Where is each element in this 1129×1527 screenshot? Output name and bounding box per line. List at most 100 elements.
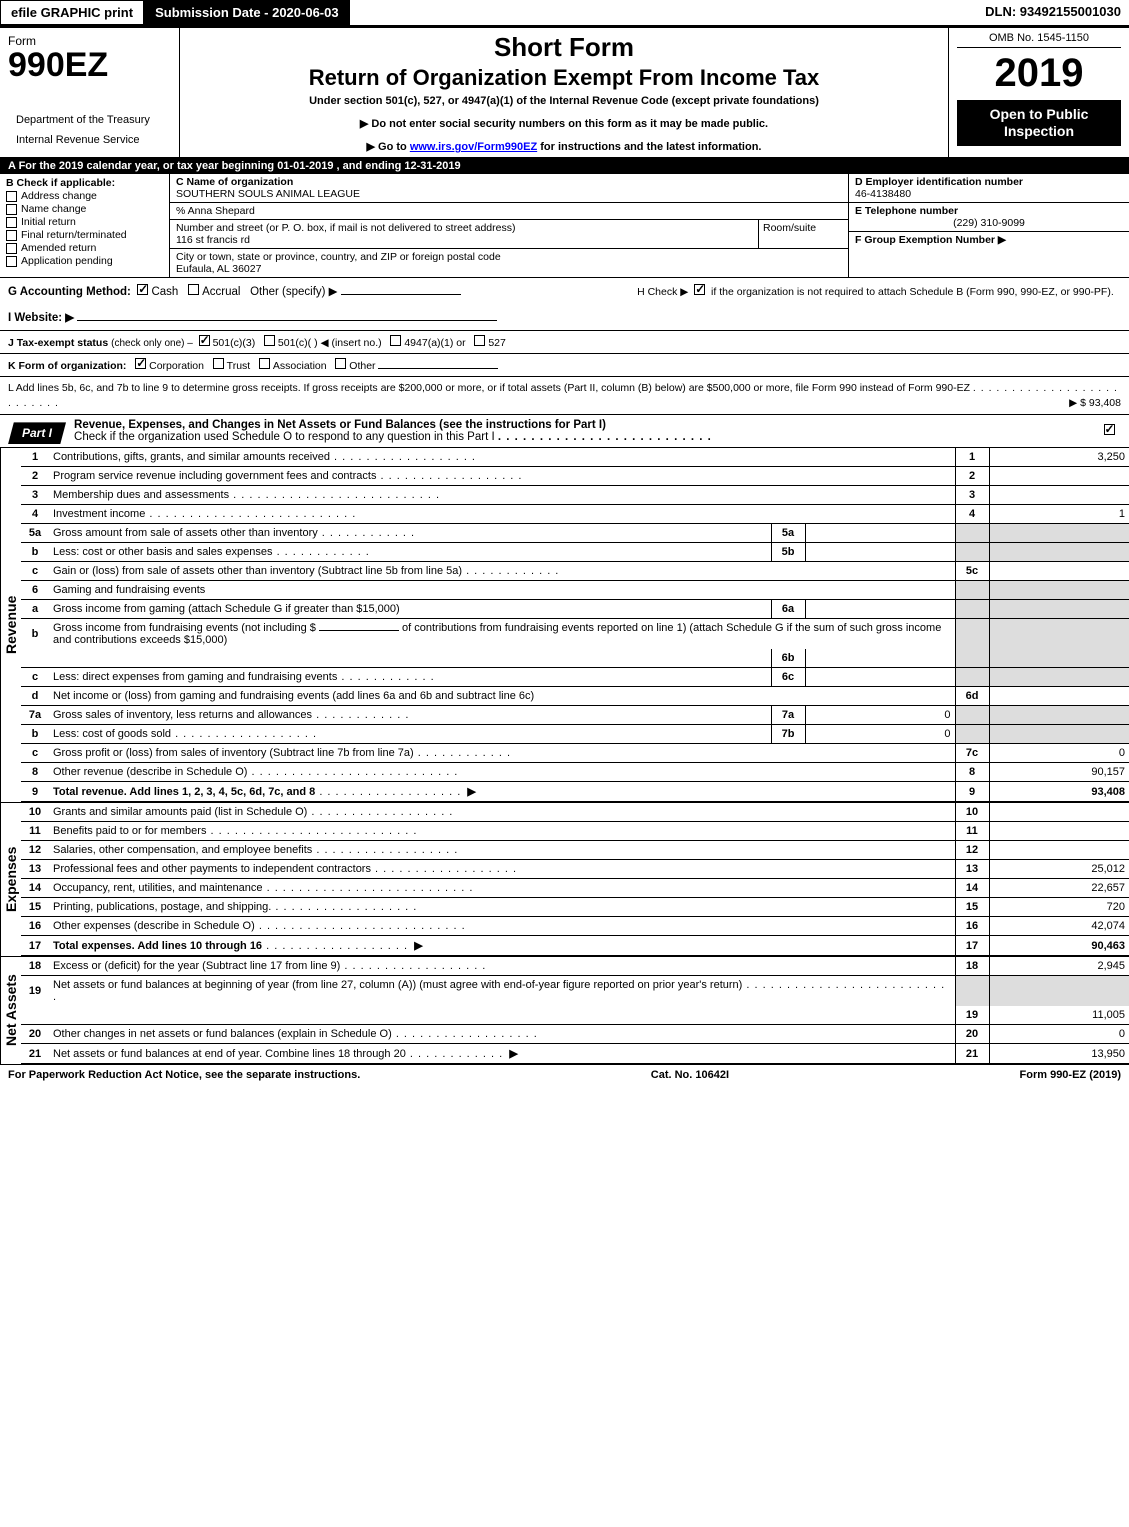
part1-tab: Part I <box>8 422 66 444</box>
l10-num: 10 <box>21 803 49 822</box>
l2-num: 2 <box>21 467 49 486</box>
footer-left: For Paperwork Reduction Act Notice, see … <box>8 1069 360 1081</box>
l6b-blank[interactable] <box>319 630 399 631</box>
l13-rnum: 13 <box>955 860 989 879</box>
room-suite: Room/suite <box>758 220 848 248</box>
l7a-grey <box>955 706 989 725</box>
line-10: 10Grants and similar amounts paid (list … <box>21 803 1129 822</box>
l16-rnum: 16 <box>955 917 989 936</box>
chk-501c3[interactable] <box>199 335 210 346</box>
opt-pending: Application pending <box>21 255 113 267</box>
submission-date-label: Submission Date - 2020-06-03 <box>144 0 350 25</box>
l19-grey2 <box>989 976 1129 1007</box>
line-15: 15Printing, publications, postage, and s… <box>21 898 1129 917</box>
opt-initial-return: Initial return <box>21 216 76 228</box>
l8-desc: Other revenue (describe in Schedule O) <box>53 766 247 778</box>
l7a-desc: Gross sales of inventory, less returns a… <box>53 709 312 721</box>
l7b-mv: 0 <box>805 725 955 744</box>
chk-name-change[interactable]: Name change <box>6 203 163 215</box>
website-input[interactable] <box>77 320 497 321</box>
ein-value: 46-4138480 <box>855 188 911 200</box>
ein-label: D Employer identification number <box>855 176 1023 188</box>
chk-527[interactable] <box>474 335 485 346</box>
l5c-num: c <box>21 562 49 581</box>
chk-corp[interactable] <box>135 358 146 369</box>
tel-value: (229) 310-9099 <box>855 217 1123 229</box>
chk-other-org[interactable] <box>335 358 346 369</box>
part1-check[interactable] <box>1089 424 1129 438</box>
l6a-mv <box>805 600 955 619</box>
l7b-num: b <box>21 725 49 744</box>
note2-pre: ▶ Go to <box>367 141 410 153</box>
l6a-num: a <box>21 600 49 619</box>
inspection-box: Open to Public Inspection <box>957 100 1121 146</box>
l6a-mn: 6a <box>771 600 805 619</box>
l5a-grey <box>955 524 989 543</box>
l6c-mv <box>805 668 955 687</box>
l14-desc: Occupancy, rent, utilities, and maintena… <box>53 882 263 894</box>
chk-accrual[interactable] <box>188 284 199 295</box>
opt-corp: Corporation <box>149 360 204 372</box>
l7a-num: 7a <box>21 706 49 725</box>
l17-rnum: 17 <box>966 940 978 952</box>
l13-val: 25,012 <box>989 860 1129 879</box>
l7a-grey2 <box>989 706 1129 725</box>
l21-num: 21 <box>21 1044 49 1064</box>
chk-address-change[interactable]: Address change <box>6 190 163 202</box>
chk-initial-return[interactable]: Initial return <box>6 216 163 228</box>
ssn-note: ▶ Do not enter social security numbers o… <box>188 117 940 130</box>
sub-title: Under section 501(c), 527, or 4947(a)(1)… <box>188 95 940 107</box>
line-9: 9 Total revenue. Add lines 1, 2, 3, 4, 5… <box>21 782 1129 802</box>
line-7b: b Less: cost of goods sold 7b 0 <box>21 725 1129 744</box>
l3-rnum: 3 <box>955 486 989 505</box>
chk-amended[interactable]: Amended return <box>6 242 163 254</box>
k-label: K Form of organization: <box>8 360 126 372</box>
l5a-mv <box>805 524 955 543</box>
l15-val: 720 <box>989 898 1129 917</box>
row-j: J Tax-exempt status (check only one) – 5… <box>0 331 1129 354</box>
chk-schedule-b[interactable] <box>694 284 705 295</box>
city-value: Eufaula, AL 36027 <box>176 263 261 275</box>
net-assets-table: 18 Excess or (deficit) for the year (Subt… <box>21 957 1129 1064</box>
part1-title-text: Revenue, Expenses, and Changes in Net As… <box>74 419 606 431</box>
chk-trust[interactable] <box>213 358 224 369</box>
opt-cash: Cash <box>151 286 178 298</box>
l6c-num: c <box>21 668 49 687</box>
l5b-grey <box>955 543 989 562</box>
l6b-grey4 <box>989 649 1129 668</box>
l19-val: 11,005 <box>989 1006 1129 1025</box>
chk-cash[interactable] <box>137 284 148 295</box>
tax-year: 2019 <box>957 51 1121 96</box>
row-h: H Check ▶ if the organization is not req… <box>637 284 1121 324</box>
l18-desc: Excess or (deficit) for the year (Subtra… <box>53 960 340 972</box>
l8-num: 8 <box>21 763 49 782</box>
l5c-desc: Gain or (loss) from sale of assets other… <box>53 565 462 577</box>
l6d-val <box>989 687 1129 706</box>
row-g-h: G Accounting Method: Cash Accrual Other … <box>0 278 1129 331</box>
l1-desc: Contributions, gifts, grants, and simila… <box>53 451 330 463</box>
chk-4947[interactable] <box>390 335 401 346</box>
l19b-blank <box>21 1006 49 1025</box>
info-block: B Check if applicable: Address change Na… <box>0 174 1129 278</box>
chk-501c[interactable] <box>264 335 275 346</box>
l4-num: 4 <box>21 505 49 524</box>
l6b-num: b <box>21 619 49 650</box>
irs-link[interactable]: www.irs.gov/Form990EZ <box>410 141 537 153</box>
chk-assoc[interactable] <box>259 358 270 369</box>
l18-num: 18 <box>21 957 49 976</box>
l6b-mn: 6b <box>771 649 805 668</box>
line-2: 2 Program service revenue including gove… <box>21 467 1129 486</box>
l4-rnum: 4 <box>955 505 989 524</box>
opt-assoc: Association <box>273 360 327 372</box>
l6b-ln2 <box>21 649 49 668</box>
dln-label: DLN: 93492155001030 <box>977 0 1129 25</box>
efile-print-button[interactable]: efile GRAPHIC print <box>0 0 144 25</box>
chk-final-return[interactable]: Final return/terminated <box>6 229 163 241</box>
l1-num: 1 <box>21 448 49 467</box>
l6c-grey <box>955 668 989 687</box>
row-k: K Form of organization: Corporation Trus… <box>0 354 1129 377</box>
l9-num: 9 <box>32 786 38 798</box>
street-label: Number and street (or P. O. box, if mail… <box>176 222 515 234</box>
chk-pending[interactable]: Application pending <box>6 255 163 267</box>
opt-name-change: Name change <box>21 203 86 215</box>
